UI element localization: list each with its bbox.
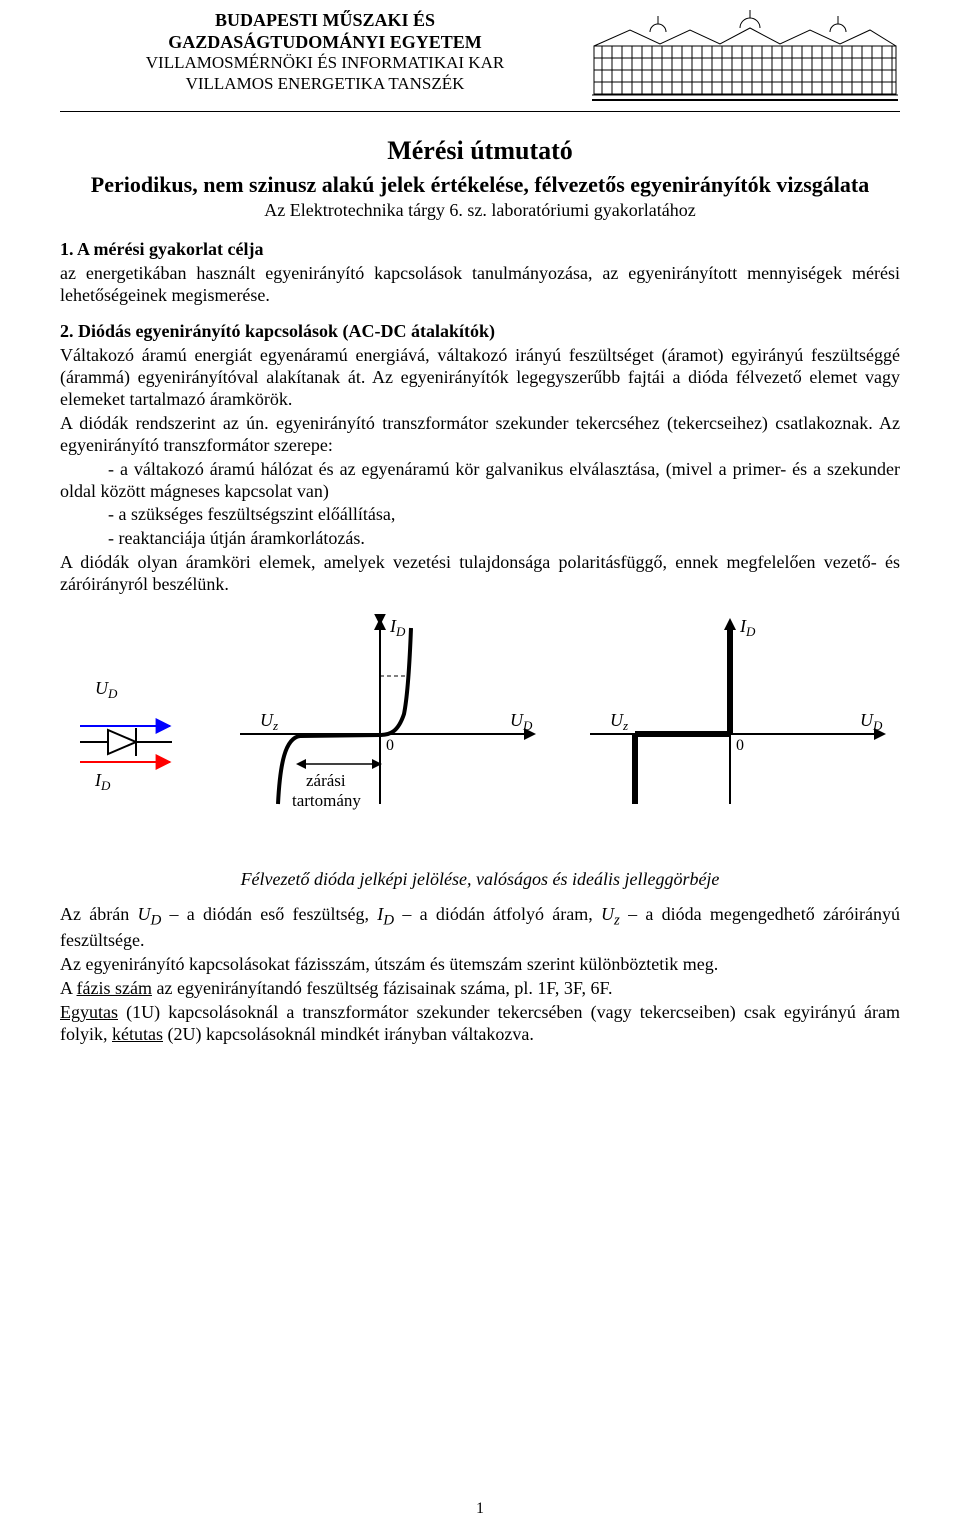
diode-figure: UD ID ID Uz UD: [60, 614, 900, 849]
para-after-6: A fázis szám az egyenirányítandó feszült…: [60, 978, 900, 1000]
section-2-bullet-1: - a váltakozó áramú hálózat és az egyená…: [60, 459, 900, 503]
svg-text:ID: ID: [389, 616, 406, 639]
page-header: BUDAPESTI MŰSZAKI ÉS GAZDASÁGTUDOMÁNYI E…: [60, 10, 900, 112]
subject-line: Az Elektrotechnika tárgy 6. sz. laborató…: [60, 200, 900, 221]
header-line-2: GAZDASÁGTUDOMÁNYI EGYETEM: [60, 32, 590, 54]
diode-symbol: UD ID: [80, 678, 172, 793]
svg-text:Uz: Uz: [260, 710, 278, 733]
svg-text:ID: ID: [94, 770, 111, 793]
ideal-diode-curve: ID Uz UD 0: [590, 616, 886, 804]
header-text-block: BUDAPESTI MŰSZAKI ÉS GAZDASÁGTUDOMÁNYI E…: [60, 10, 590, 94]
svg-text:0: 0: [736, 737, 744, 754]
section-2-head: 2. Diódás egyenirányító kapcsolások (AC-…: [60, 321, 495, 341]
section-2-p1: Váltakozó áramú energiát egyenáramú ener…: [60, 345, 900, 411]
section-1: 1. A mérési gyakorlat célja az energetik…: [60, 239, 900, 307]
svg-text:ID: ID: [739, 616, 756, 639]
university-logo: [590, 10, 900, 105]
svg-text:Uz: Uz: [610, 710, 628, 733]
main-title: Mérési útmutató: [60, 136, 900, 166]
subtitle: Periodikus, nem szinusz alakú jelek érté…: [60, 172, 900, 198]
header-line-4: VILLAMOS ENERGETIKA TANSZÉK: [60, 74, 590, 94]
svg-text:UD: UD: [95, 678, 118, 701]
svg-text:UD: UD: [860, 710, 883, 733]
after-figure-text: Az ábrán UD – a diódán eső feszültség, I…: [60, 904, 900, 1046]
page-number: 1: [0, 1500, 960, 1518]
section-2-p3: A diódák olyan áramköri elemek, amelyek …: [60, 552, 900, 596]
svg-text:UD: UD: [510, 710, 533, 733]
section-1-head: 1. A mérési gyakorlat célja: [60, 239, 263, 259]
header-line-3: VILLAMOSMÉRNÖKI ÉS INFORMATIKAI KAR: [60, 53, 590, 73]
section-2: 2. Diódás egyenirányító kapcsolások (AC-…: [60, 321, 900, 596]
para-after-5: Az egyenirányító kapcsolásokat fázisszám…: [60, 954, 900, 976]
section-2-bullet-3: - reaktanciája útján áramkorlátozás.: [60, 528, 900, 550]
para-after-1: Az ábrán UD – a diódán eső feszültség, I…: [60, 904, 900, 952]
svg-text:zárási: zárási: [306, 771, 346, 790]
section-2-p2: A diódák rendszerint az ún. egyenirányít…: [60, 413, 900, 457]
svg-text:0: 0: [386, 737, 394, 754]
real-diode-curve: ID Uz UD 0 zárási tartomány: [240, 616, 536, 810]
svg-text:tartomány: tartomány: [292, 791, 361, 810]
para-after-7: Egyutas (1U) kapcsolásoknál a transzform…: [60, 1002, 900, 1046]
section-1-body: az energetikában használt egyenirányító …: [60, 263, 900, 307]
figure-caption: Félvezető dióda jelképi jelölése, valósá…: [60, 869, 900, 890]
header-line-1: BUDAPESTI MŰSZAKI ÉS: [60, 10, 590, 32]
document-page: BUDAPESTI MŰSZAKI ÉS GAZDASÁGTUDOMÁNYI E…: [0, 0, 960, 1534]
section-2-bullet-2: - a szükséges feszültségszint előállítás…: [60, 504, 900, 526]
